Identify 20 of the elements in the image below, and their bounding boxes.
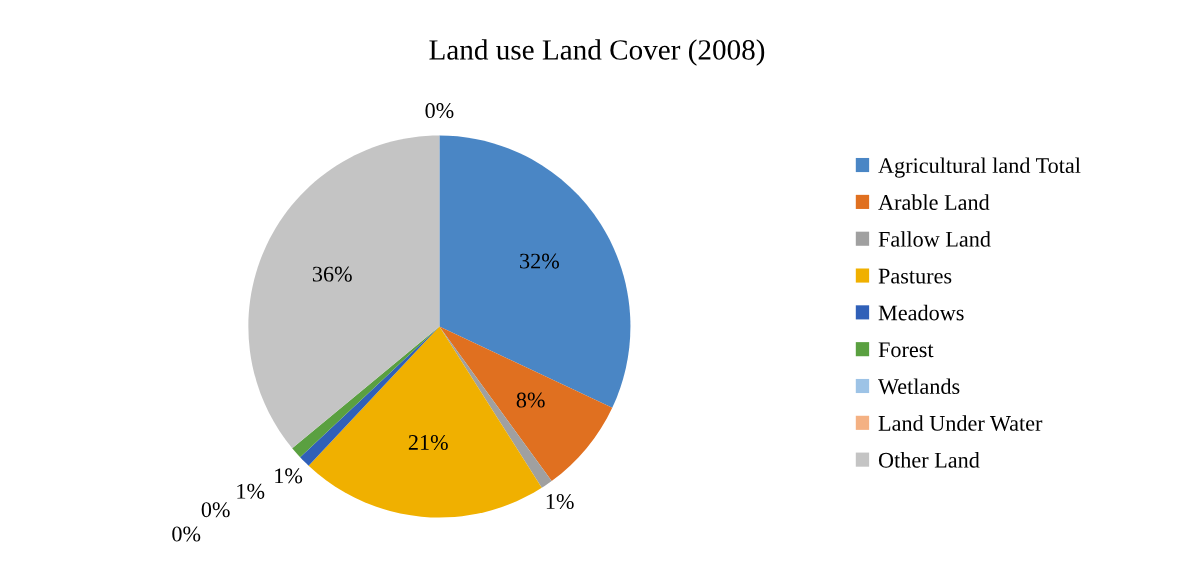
text: 0% [201,502,230,518]
data-label: 36% [312,266,352,282]
data-label: 1% [546,494,574,510]
data-label: 21% [408,434,448,451]
legend-label: Pastures [878,268,952,284]
data-label: 1% [237,483,265,499]
legend-label: Agricultural land Total [878,157,1081,178]
data-label: 8% [516,392,545,408]
data-label: 32% [520,253,560,269]
legend-label: Meadows [878,304,964,321]
text: 0% [172,526,201,542]
legend-label: Fallow Land [878,231,991,247]
legend-label: Wetlands [878,378,960,395]
legend-label: Other Land [878,452,980,468]
legend-label: Arable Land [878,194,990,210]
data-label: 1% [275,468,303,484]
chart-title: Land use Land Cover (2008) [429,39,765,66]
text: 0% [425,103,454,119]
legend-label: Land Under Water [878,415,1043,431]
legend-label: Forest [878,342,934,358]
